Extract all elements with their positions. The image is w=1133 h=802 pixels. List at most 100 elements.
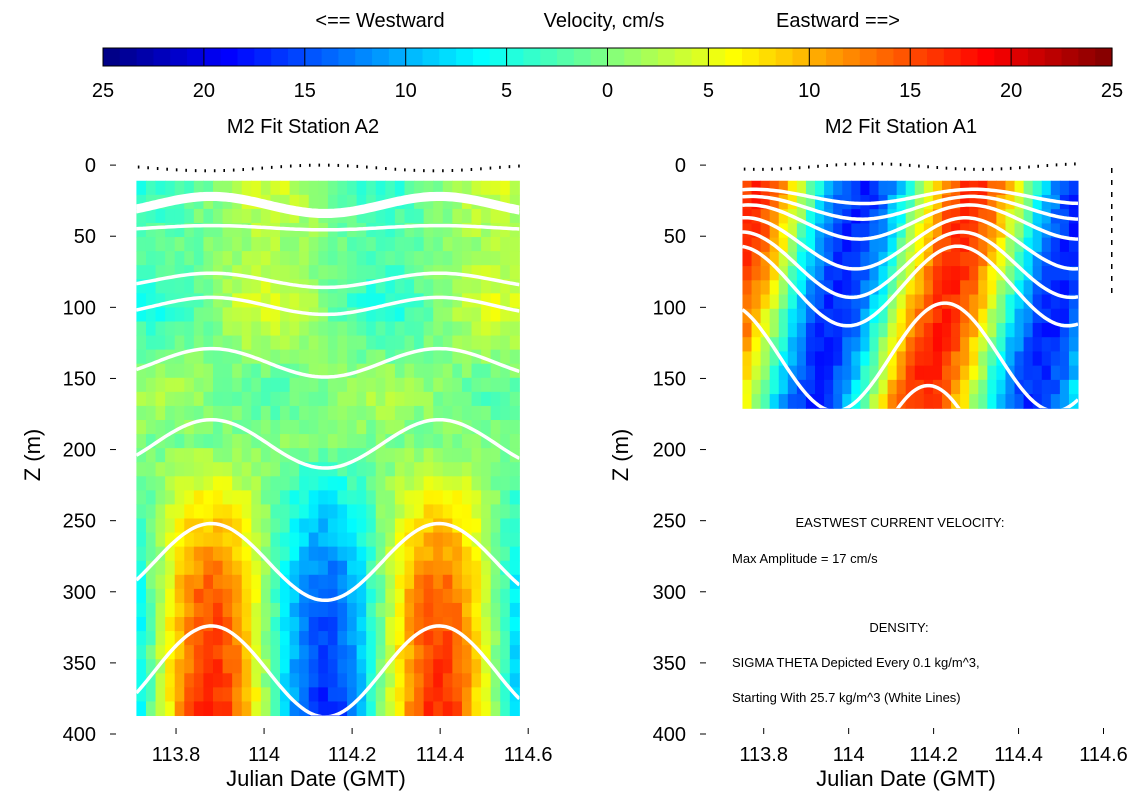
left-cell [433, 293, 444, 308]
left-cell [232, 574, 243, 590]
left-cell [251, 504, 262, 519]
left-cell [318, 588, 329, 604]
left-cell [442, 546, 453, 562]
left-cell [308, 180, 319, 196]
left-cell [174, 659, 185, 674]
left-cell [299, 687, 310, 702]
left-cell [366, 476, 377, 491]
right-cell [987, 209, 997, 224]
right-xtick-label: 114.6 [1079, 744, 1128, 766]
left-cell [299, 476, 310, 491]
left-cell [375, 476, 386, 491]
left-cell [174, 490, 185, 505]
colorbar-swatch [254, 48, 272, 66]
left-cell [385, 419, 396, 435]
right-cell [860, 379, 870, 395]
left-cell [184, 405, 195, 421]
left-cell [174, 560, 185, 576]
left-cell [461, 251, 473, 266]
right-cell [1041, 308, 1052, 324]
left-cell [490, 335, 501, 351]
right-cell [1032, 223, 1043, 239]
left-cell [481, 532, 492, 548]
left-cell [203, 659, 214, 674]
right-cell [878, 223, 889, 239]
left-cell [299, 405, 310, 421]
left-cell [433, 434, 444, 449]
right-cell [851, 223, 861, 239]
left-cell [241, 349, 252, 365]
right-cell [896, 294, 907, 310]
left-cell [347, 701, 358, 717]
left-cell [385, 631, 396, 646]
left-cell [155, 279, 166, 294]
left-cell [184, 419, 195, 435]
left-cell [193, 335, 204, 351]
right-cell [896, 308, 907, 324]
left-cell [280, 518, 291, 534]
left-cell [461, 588, 473, 604]
right-cell [860, 308, 870, 324]
left-cell [308, 659, 319, 674]
left-cell [414, 518, 425, 534]
left-cell [184, 560, 195, 576]
colorbar-swatch [876, 48, 894, 66]
left-cell [442, 659, 453, 674]
left-surface-dot [166, 167, 168, 171]
left-cell [500, 617, 511, 632]
left-surface-dot [346, 164, 349, 168]
left-cell [155, 237, 166, 252]
left-cell [366, 532, 377, 548]
left-cell [433, 659, 444, 674]
left-cell [423, 293, 434, 308]
left-cell [404, 279, 415, 294]
right-cell [1032, 322, 1043, 338]
left-cell [471, 307, 482, 322]
left-cell [213, 321, 224, 337]
right-cell [1068, 223, 1079, 239]
left-cell [509, 659, 520, 674]
left-cell [356, 645, 367, 660]
left-cell [394, 588, 405, 604]
left-surface-dot [137, 165, 140, 169]
right-cell [815, 251, 825, 267]
left-cell [165, 504, 176, 519]
colorbar-swatch [405, 48, 424, 66]
right-cell [796, 251, 807, 267]
right-surface-dot [789, 166, 792, 170]
left-cell [232, 434, 243, 449]
left-cell [423, 349, 434, 365]
left-cell [337, 363, 348, 379]
left-cell [481, 222, 492, 238]
left-cell [203, 462, 214, 477]
left-cell [241, 518, 252, 534]
left-cell [155, 321, 166, 337]
right-cell [796, 351, 807, 367]
colorbar-swatch [271, 48, 289, 66]
left-cell [347, 208, 358, 224]
left-cell [241, 419, 252, 435]
left-cell [184, 307, 195, 322]
left-cell [184, 574, 195, 590]
left-cell [414, 687, 425, 702]
left-cell [490, 419, 501, 435]
left-cell [260, 631, 271, 646]
left-cell [318, 476, 329, 491]
right-cell [951, 194, 961, 210]
right-cell [751, 294, 762, 310]
left-cell [471, 504, 482, 519]
left-cell [251, 335, 262, 351]
left-cell [308, 701, 319, 717]
left-cell [433, 532, 444, 548]
left-cell [375, 631, 386, 646]
left-cell [222, 391, 233, 407]
left-cell [260, 588, 271, 604]
left-cell [260, 307, 271, 322]
left-cell [232, 588, 243, 604]
left-cell [145, 377, 157, 393]
left-cell [347, 476, 358, 491]
left-cell [155, 617, 166, 632]
left-cell [289, 405, 300, 421]
colorbar-swatch [1095, 48, 1113, 66]
right-cell [932, 308, 943, 324]
